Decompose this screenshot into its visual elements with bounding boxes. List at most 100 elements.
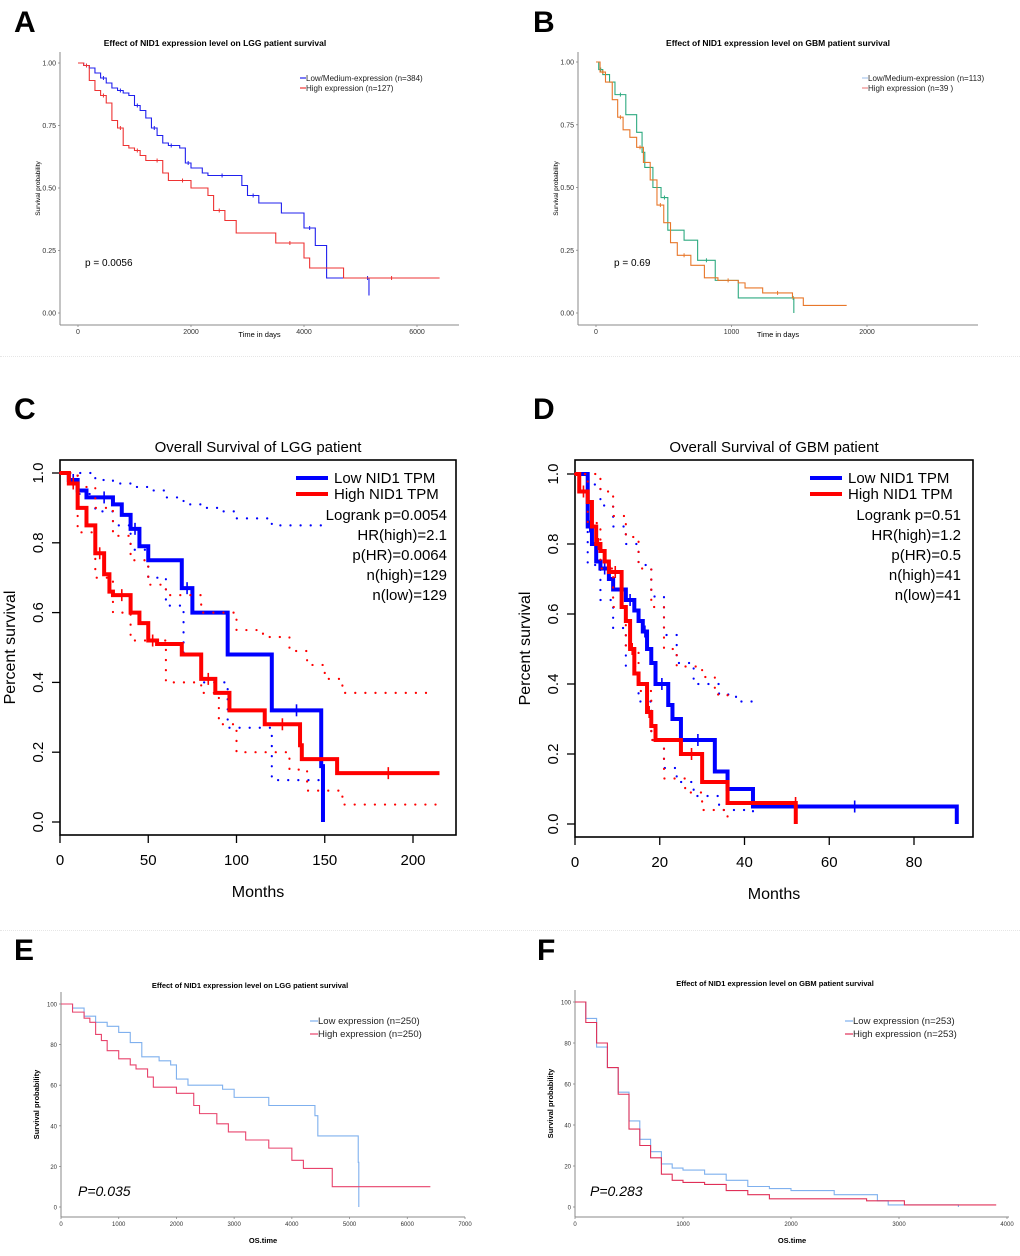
y-tick-label: 0.50 (560, 185, 574, 192)
x-tick-label: 1000 (112, 1222, 126, 1228)
ci-lower-line (58, 471, 326, 782)
y-axis-label: Survival probability (553, 160, 560, 215)
y-tick-label: 0.6 (30, 602, 47, 623)
p-value-annotation: P=0.035 (78, 1183, 131, 1199)
chart-panel-c: Overall Survival of LGG patient 0.0 0.2 0.4… (2, 439, 457, 901)
legend-label: High expression (n=127) (306, 84, 394, 93)
legend-label: Low NID1 TPM (334, 470, 435, 487)
x-tick-label: 80 (906, 854, 923, 871)
legend: Low expression (n=250) High expression (n… (310, 1016, 422, 1040)
p-value-annotation: p = 0.0056 (85, 258, 133, 269)
legend-label: Low expression (n=253) (853, 1016, 955, 1027)
chart-title: Effect of NID1 expression level on LGG p… (152, 981, 348, 990)
y-tick-label: 1.0 (30, 463, 47, 484)
y-axis-label: Percent survival (517, 592, 534, 706)
x-tick-label: 0 (571, 854, 579, 871)
ci-lower-line (58, 471, 438, 806)
x-tick-label: 4000 (285, 1222, 299, 1228)
p-value-annotation: P=0.283 (590, 1183, 643, 1199)
y-tick-label: 0.75 (560, 122, 574, 129)
y-tick-label: 0.2 (30, 742, 47, 763)
x-tick-label: 6000 (409, 329, 425, 336)
x-axis-label: Time in days (238, 330, 280, 339)
stat-line: Logrank p=0.0054 (326, 507, 447, 524)
legend: Low/Medium-expression (n=384)High expres… (300, 74, 423, 93)
x-tick-label: 7000 (458, 1222, 472, 1228)
y-tick-label: 0.00 (560, 311, 574, 318)
x-tick-label: 4000 (1000, 1222, 1014, 1228)
x-tick-label: 1000 (724, 329, 740, 336)
x-tick-label: 0 (76, 329, 80, 336)
legend-label: High expression (n=250) (318, 1029, 422, 1040)
stat-line: n(high)=129 (367, 567, 447, 584)
chart-title: Effect of NID1 expression level on GBM p… (676, 979, 874, 988)
series-low (596, 61, 795, 313)
chart-title: Effect of NID1 expression level on GBM p… (666, 38, 890, 48)
chart-panel-a: Effect of NID1 expression level on LGG p… (35, 38, 459, 339)
stat-line: Logrank p=0.51 (856, 507, 961, 524)
chart-panel-e: Effect of NID1 expression level on LGG p… (32, 981, 472, 1245)
x-tick-label: 2000 (784, 1222, 798, 1228)
panel-label-a: A (14, 6, 36, 39)
y-tick-label: 0.4 (30, 672, 47, 693)
survival-curve (60, 471, 325, 822)
series-high (61, 1003, 431, 1188)
plot-frame (59, 459, 457, 836)
survival-curve (596, 61, 847, 307)
y-tick-label: 60 (564, 1083, 571, 1089)
survival-curve (596, 61, 795, 313)
ci-upper-line (573, 472, 755, 710)
x-axis-label: Months (232, 884, 284, 901)
y-tick-label: 0.0 (545, 814, 562, 835)
y-tick-label: 0.2 (545, 744, 562, 765)
survival-curve (78, 62, 370, 296)
ci-upper-line (573, 472, 729, 703)
x-tick-label: 100 (224, 852, 249, 869)
x-axis-label: OS.time (249, 1236, 277, 1245)
y-axis-label: Survival probability (32, 1069, 41, 1139)
row-separator (0, 356, 1020, 357)
survival-curve (61, 1003, 431, 1188)
y-tick-label: 100 (47, 1003, 58, 1009)
chart-panel-b: Effect of NID1 expression level on GBM p… (553, 38, 984, 339)
x-tick-label: 200 (400, 852, 425, 869)
y-tick-label: 1.00 (42, 61, 56, 68)
x-axis-label: Time in days (757, 330, 799, 339)
y-tick-label: 40 (564, 1124, 571, 1130)
stat-line: n(high)=41 (889, 567, 961, 584)
series-high (575, 1001, 997, 1206)
series-high (78, 62, 440, 280)
y-tick-label: 0.8 (30, 532, 47, 553)
series-high (58, 471, 440, 806)
stat-line: n(low)=41 (895, 587, 961, 604)
chart-panel-d: Overall Survival of GBM patient 0.0 0.2 0.4… (517, 439, 974, 903)
panel-label-f: F (537, 934, 556, 967)
chart-title: Overall Survival of GBM patient (669, 439, 879, 456)
row-separator (0, 930, 1020, 931)
series-high (573, 472, 798, 824)
legend-label: High expression (n=253) (853, 1029, 957, 1040)
survival-curve (78, 62, 440, 279)
y-axis-label: Survival probability (35, 160, 42, 215)
chart-title: Effect of NID1 expression level on LGG p… (104, 38, 326, 48)
ci-upper-line (58, 471, 436, 694)
panel-label-d: D (533, 393, 555, 426)
stat-line: HR(high)=1.2 (871, 527, 961, 544)
y-tick-label: 0.8 (545, 534, 562, 555)
y-tick-label: 0.6 (545, 604, 562, 625)
legend-label: Low NID1 TPM (848, 470, 949, 487)
y-tick-label: 0.0 (30, 812, 47, 833)
y-tick-label: 40 (50, 1124, 57, 1130)
x-tick-label: 4000 (296, 329, 312, 336)
plot-frame (574, 459, 974, 838)
legend-label: High expression (n=39 ) (868, 84, 953, 93)
x-tick-label: 150 (312, 852, 337, 869)
y-tick-label: 0.00 (42, 311, 56, 318)
legend-label: High NID1 TPM (848, 486, 953, 503)
y-tick-label: 1.0 (545, 464, 562, 485)
x-tick-label: 6000 (401, 1222, 415, 1228)
stat-line: p(HR)=0.5 (891, 547, 961, 564)
chart-title: Overall Survival of LGG patient (155, 439, 363, 456)
x-tick-label: 3000 (227, 1222, 241, 1228)
